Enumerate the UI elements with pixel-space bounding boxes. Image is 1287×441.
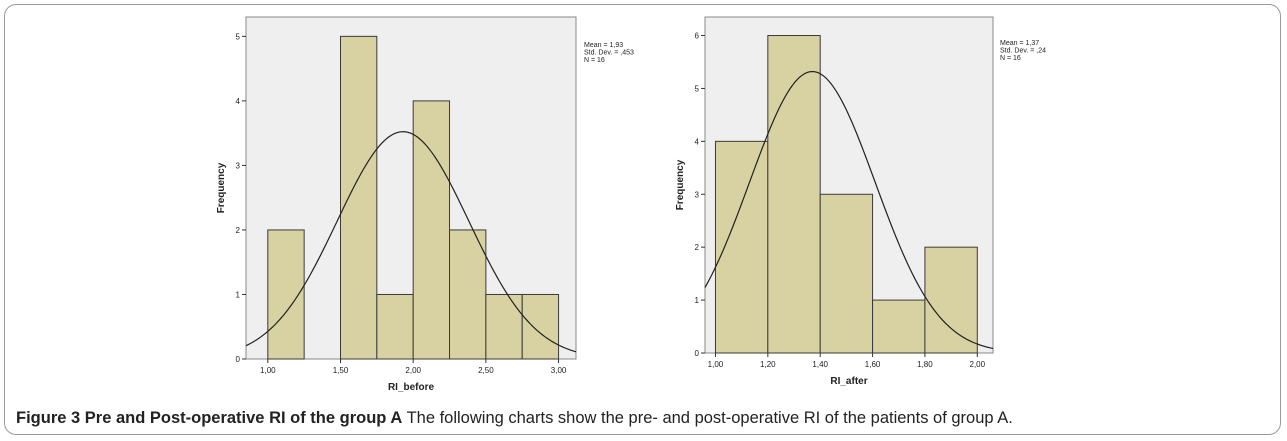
chart1-ytick-label-4: 4 [236,97,241,106]
chart2-ytick-label-3: 3 [695,190,700,199]
chart1-ytick-label-3: 3 [236,161,241,170]
chart1-stats-line-2: Std. Dev. = ,453 [584,50,634,57]
chart2-ytick-label-2: 2 [695,243,700,252]
chart1-bar-3 [376,293,414,360]
chart1-xtick-label-0: 1,00 [260,366,276,375]
chart1-bar-2 [339,35,378,360]
chart1-bar-6 [485,293,523,360]
chart2-xtick-label-3: 1,60 [865,360,881,369]
chart1-group: 0 1 2 3 4 5 1,00 1,50 2,00 2,50 3,00 RI_before Frequ… [216,16,634,393]
chart1-xtick-label-1: 1,50 [333,366,349,375]
chart1-xtick-label-2: 2,00 [405,366,421,375]
chart1-x-axis-label: RI_before [388,382,435,393]
chart2-bar-3 [819,193,874,354]
chart2-group: 0 1 2 3 4 5 6 1,00 1,20 1,40 1,60 1,80 2,00 RI_after F… [675,16,1046,387]
chart1-xtick-label-4: 3,00 [551,366,567,375]
chart2-xtick-label-0: 1,00 [708,360,724,369]
chart2-stats-line-1: Mean = 1,37 [1000,40,1039,47]
chart1-ytick-label-5: 5 [236,32,241,41]
chart2-xtick-label-2: 1,40 [812,360,828,369]
chart1-bar-5 [449,229,487,360]
chart1-stats-line-1: Mean = 1,93 [584,42,623,49]
chart2-ytick-label-4: 4 [695,137,700,146]
chart1-ytick-label-1: 1 [236,290,241,299]
chart2-xtick-label-5: 2,00 [970,360,986,369]
chart1-y-axis-label: Frequency [216,162,227,213]
charts-area: 0 1 2 3 4 5 1,00 1,50 2,00 2,50 3,00 RI_before Frequ… [216,16,1046,393]
chart2-ytick-label-1: 1 [695,296,700,305]
chart1-ytick-label-0: 0 [236,355,241,364]
chart2-xtick-label-4: 1,80 [917,360,933,369]
chart2-normal-curve [704,70,994,350]
chart1-bar-4 [412,100,451,360]
chart2-stats-line-3: N = 16 [1000,55,1021,62]
chart2-bar-1 [714,140,769,354]
chart2-bar-5 [924,246,978,354]
chart2-ytick-label-5: 5 [695,84,700,93]
chart2-ytick-label-0: 0 [695,349,700,358]
chart2-xtick-label-1: 1,20 [760,360,776,369]
chart1-ytick-label-2: 2 [236,226,241,235]
chart2-y-axis-label: Frequency [675,159,686,210]
chart2-bar-4 [872,299,926,354]
caption-label: Figure 3 Pre and Post-operative RI of th… [16,409,403,427]
chart1-bar-7 [521,293,560,360]
chart2-ytick-label-6: 6 [695,32,700,41]
caption-text: The following charts show the pre- and p… [406,409,1013,427]
figure-caption: Figure 3 Pre and Post-operative RI of th… [16,409,1276,428]
chart1-normal-curve [245,131,577,353]
chart2-x-axis-label: RI_after [830,376,867,387]
chart1-stats-line-3: N = 16 [584,57,605,64]
chart2-stats-line-2: Std. Dev. = ,24 [1000,48,1046,55]
figure-frame [4,4,1281,435]
chart2-bar-2 [767,35,821,354]
chart1-xtick-label-3: 2,50 [478,366,494,375]
